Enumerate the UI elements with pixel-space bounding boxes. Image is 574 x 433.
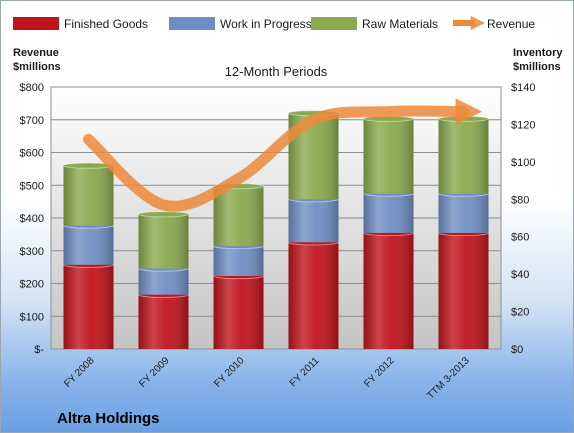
bar-segment-raw-materials (363, 115, 414, 194)
legend-label-revenue: Revenue (487, 17, 535, 31)
right-tick-label: $60 (511, 232, 529, 244)
legend-item-work-in-progress: Work in Progress (169, 17, 312, 31)
bar-segment-finished-goods (363, 229, 414, 349)
bar-segment-work-in-progress (363, 190, 414, 233)
bar-segment-raw-materials (138, 211, 189, 269)
right-axis-title-line-1: Inventory (513, 47, 563, 59)
left-tick-label: $200 (20, 279, 44, 291)
bar-segment-work-in-progress (213, 242, 264, 277)
revenue-line (83, 98, 482, 212)
right-tick-label: $140 (511, 82, 535, 94)
x-tick-label: FY 2009 (137, 355, 172, 390)
legend-swatch-work-in-progress (169, 17, 215, 30)
left-axis-title-line-1: Revenue (13, 47, 59, 59)
legend-item-finished-goods: Finished Goods (13, 17, 148, 31)
left-axis-title-line-2: $millions (13, 61, 61, 73)
chart-title: 12-Month Periods (225, 64, 328, 79)
bar-segment-work-in-progress (288, 196, 339, 243)
right-tick-label: $120 (511, 119, 535, 131)
left-tick-label: $700 (20, 115, 44, 127)
left-tick-label: $300 (20, 246, 44, 258)
legend-swatch-finished-goods (13, 17, 59, 30)
right-axis-ticks: $0 $20 $40 $60 $80 $100 $120 $140 (511, 82, 535, 356)
left-tick-label: $500 (20, 180, 44, 192)
bar-segment-raw-materials (63, 162, 114, 226)
bar-segment-work-in-progress (63, 222, 114, 265)
left-tick-label: $400 (20, 213, 44, 225)
left-tick-label: $100 (20, 311, 44, 323)
bar-segment-work-in-progress (138, 265, 189, 295)
right-axis-title-line-2: $millions (513, 61, 561, 73)
x-tick-label: TTM 3-2013 (425, 355, 472, 402)
right-tick-label: $100 (511, 157, 535, 169)
bar-segment-finished-goods (213, 272, 264, 349)
legend-label-raw-materials: Raw Materials (362, 17, 438, 31)
left-axis-ticks: $- $100 $200 $300 $400 $500 $600 $700 $800 (20, 82, 45, 356)
x-tick-label: FY 2011 (288, 355, 322, 389)
legend-swatch-raw-materials (311, 17, 357, 30)
right-tick-label: $80 (511, 194, 529, 206)
company-name: Altra Holdings (57, 410, 160, 427)
right-tick-label: $0 (511, 344, 523, 356)
left-tick-label: $- (34, 344, 44, 356)
bar-segment-finished-goods (63, 261, 114, 349)
legend-item-raw-materials: Raw Materials (311, 17, 438, 31)
bar-segment-work-in-progress (438, 190, 489, 233)
gridlines (51, 86, 501, 317)
right-tick-label: $20 (511, 307, 529, 319)
bar-segment-finished-goods (138, 291, 189, 349)
x-tick-label: FY 2008 (62, 355, 97, 390)
revenue-line-layer (83, 98, 482, 212)
legend-item-revenue: Revenue (453, 15, 535, 31)
bar-segment-raw-materials (438, 115, 489, 194)
bar-segment-finished-goods (288, 239, 339, 349)
left-tick-label: $800 (20, 82, 44, 94)
bar-segment-finished-goods (438, 229, 489, 349)
x-tick-label: FY 2010 (212, 355, 247, 390)
legend-label-work-in-progress: Work in Progress (220, 17, 312, 31)
legend: Finished Goods Work in Progress Raw Mate… (13, 15, 535, 31)
right-tick-label: $40 (511, 269, 529, 281)
x-tick-label: FY 2012 (362, 355, 397, 390)
x-axis-ticks: FY 2008 FY 2009 FY 2010 FY 2011 FY 2012 TTM 3… (62, 355, 472, 402)
left-tick-label: $600 (20, 148, 44, 160)
legend-label-finished-goods: Finished Goods (64, 17, 148, 31)
bar-stacks (63, 110, 489, 349)
